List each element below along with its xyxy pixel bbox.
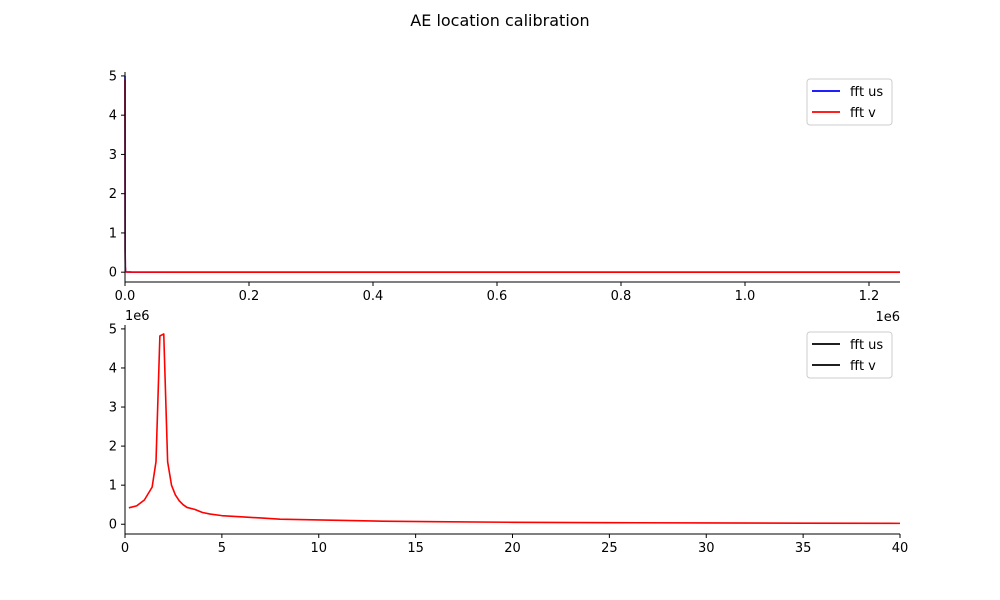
y-tick-label: 0: [109, 266, 117, 281]
x-tick-label: 0.6: [487, 289, 508, 304]
x-tick-label: 30: [698, 541, 715, 556]
x-tick-label: 1.2: [859, 289, 880, 304]
legend: fft us fft v: [806, 78, 893, 126]
y-tick-label: 5: [109, 69, 117, 84]
y-tick-label: 1: [109, 226, 117, 241]
y-tick-label: 3: [109, 401, 117, 416]
y-offset-label: 1e6: [125, 309, 150, 324]
legend-label-1: fft v: [850, 106, 876, 121]
x-tick-label: 0.4: [363, 289, 384, 304]
x-tick-label: 0.8: [611, 289, 632, 304]
x-tick-label: 25: [601, 541, 618, 556]
legend-label-1: fft v: [850, 359, 876, 374]
series-line-1: [124, 79, 900, 273]
x-tick-label: 1.0: [735, 289, 756, 304]
legend-label-0: fft us: [850, 85, 883, 100]
series-line-0: [128, 333, 901, 525]
x-tick-label: 35: [795, 541, 812, 556]
y-tick-label: 0: [109, 518, 117, 533]
x-tick-label: 10: [310, 541, 327, 556]
legend: fft us fft v: [806, 331, 893, 379]
series-line-0: [124, 75, 900, 273]
y-tick-label: 1: [109, 479, 117, 494]
y-tick-label: 2: [109, 440, 117, 455]
x-tick-label: 40: [892, 541, 909, 556]
x-tick-label: 0.2: [239, 289, 260, 304]
bottom-subplot: 0 5 10 15 20 25 30 35 40 0 1 2 3 4 5 1e6 fft us fft v: [109, 309, 909, 556]
y-tick-label: 4: [109, 361, 117, 376]
x-tick-label: 0.0: [115, 289, 136, 304]
y-tick-label: 2: [109, 187, 117, 202]
legend-label-0: fft us: [850, 338, 883, 353]
x-offset-label: 1e6: [875, 310, 900, 325]
x-tick-label: 5: [218, 541, 226, 556]
y-tick-label: 5: [109, 322, 117, 337]
y-tick-label: 3: [109, 148, 117, 163]
y-tick-label: 4: [109, 109, 117, 124]
x-tick-label: 0: [121, 541, 129, 556]
x-tick-label: 20: [504, 541, 521, 556]
figure-title: AE location calibration: [410, 11, 589, 30]
x-tick-label: 15: [407, 541, 424, 556]
